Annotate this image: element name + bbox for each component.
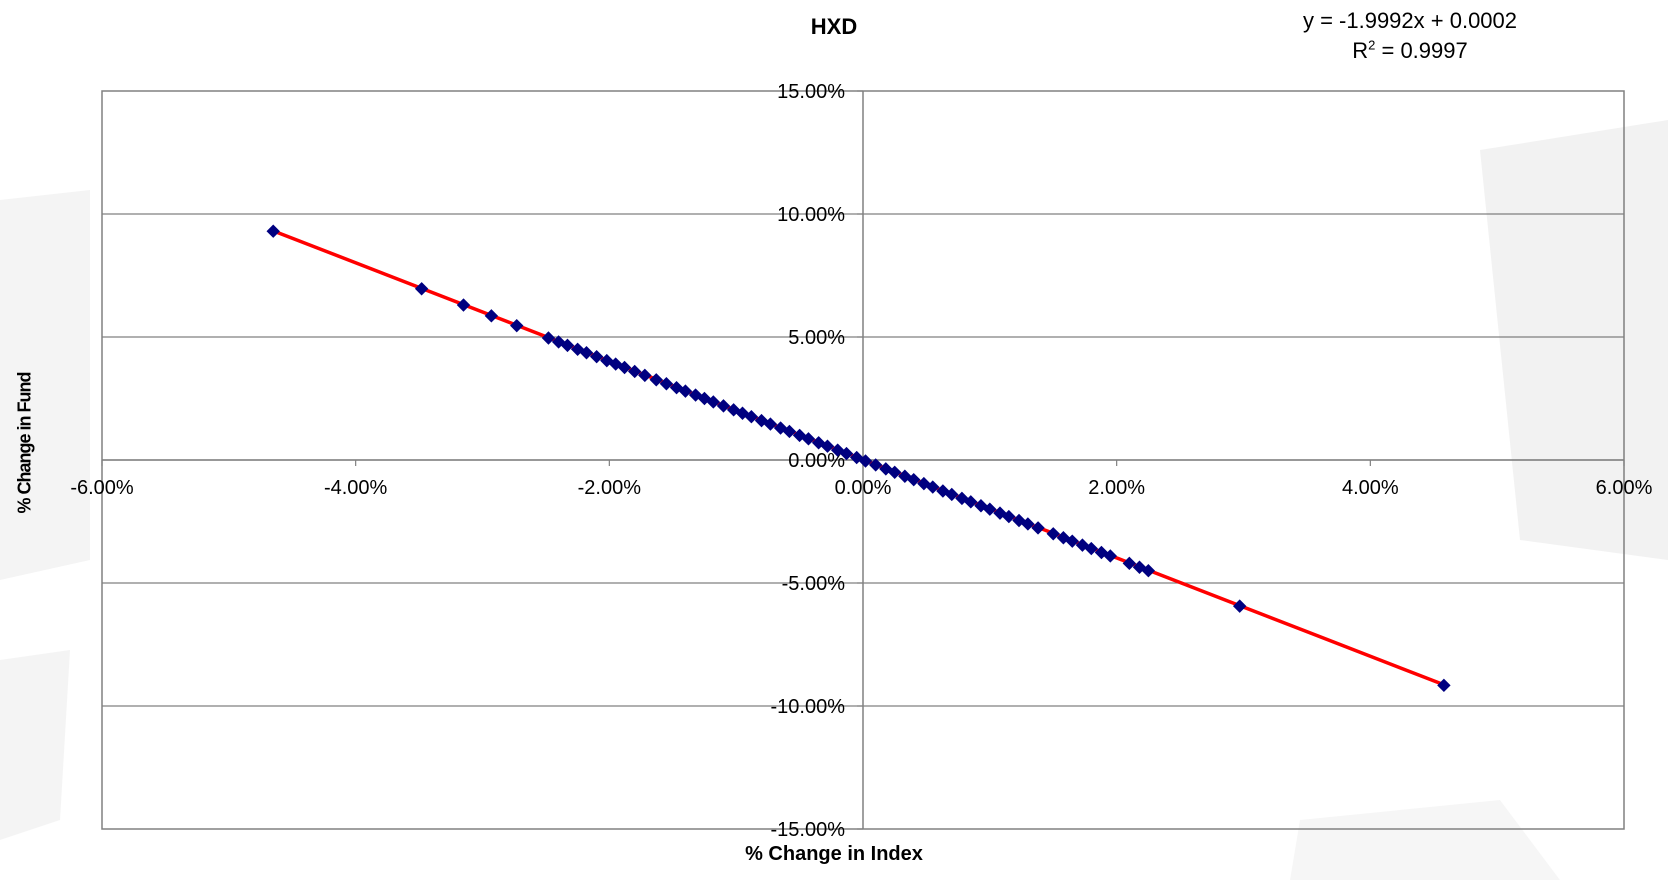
- trendline-equation: y = -1.9992x + 0.0002 R2 = 0.9997: [1260, 6, 1560, 66]
- data-point: [638, 368, 652, 383]
- data-point: [907, 472, 921, 487]
- data-point: [589, 349, 604, 364]
- data-point: [484, 309, 499, 323]
- data-point: [744, 409, 759, 424]
- trendline-r-squared: R2 = 0.9997: [1260, 36, 1560, 66]
- y-tick-label: 5.00%: [788, 327, 845, 349]
- data-point: [820, 439, 835, 453]
- data-point: [983, 502, 997, 516]
- data-point: [1031, 521, 1045, 535]
- trendline-formula: y = -1.9992x + 0.0002: [1302, 8, 1518, 33]
- x-tick-label: 0.00%: [835, 477, 892, 499]
- data-point: [868, 458, 883, 472]
- data-point: [926, 480, 940, 494]
- data-point: [1232, 599, 1247, 613]
- data-point: [560, 338, 575, 353]
- x-axis-title: % Change in Index: [745, 843, 923, 865]
- y-tick-label: -15.00%: [771, 819, 846, 841]
- r2-prefix: R: [1352, 38, 1369, 63]
- data-point: [678, 384, 693, 398]
- data-point: [1122, 556, 1137, 571]
- x-tick-label: -6.00%: [70, 477, 134, 499]
- data-point: [888, 465, 902, 480]
- tick-labels: 15.00% 10.00% 5.00% 0.00% -5.00% -10.00% -15.0…: [70, 81, 1652, 841]
- y-tick-label: 15.00%: [777, 81, 845, 103]
- y-axis-title: % Change in Fund: [14, 372, 35, 514]
- data-point: [964, 495, 978, 509]
- r2-value: = 0.9997: [1375, 38, 1468, 63]
- data-point: [1437, 678, 1451, 693]
- data-point: [782, 424, 797, 439]
- y-tick-label: -10.00%: [771, 696, 846, 718]
- data-point: [579, 346, 594, 360]
- data-point: [801, 432, 816, 446]
- x-tick-label: -4.00%: [324, 477, 388, 499]
- x-tick-label: -2.00%: [578, 477, 642, 499]
- data-point: [1046, 527, 1060, 541]
- data-point: [945, 487, 959, 502]
- data-point: [414, 282, 429, 296]
- r2-exponent: 2: [1368, 37, 1376, 53]
- data-point: [627, 364, 642, 379]
- data-point: [1021, 517, 1035, 531]
- data-point: [1002, 509, 1016, 524]
- data-point: [456, 298, 471, 312]
- data-point: [1103, 549, 1118, 563]
- data-point: [716, 399, 731, 413]
- y-tick-label: -5.00%: [782, 573, 846, 595]
- data-point: [659, 377, 674, 391]
- data-point: [1065, 534, 1079, 548]
- data-point: [1141, 563, 1156, 578]
- data-point: [541, 331, 556, 345]
- data-point: [763, 417, 778, 431]
- x-tick-label: 2.00%: [1088, 477, 1145, 499]
- chart-title: HXD: [810, 14, 858, 39]
- data-point: [617, 360, 632, 375]
- data-point: [858, 454, 873, 468]
- y-tick-label: 10.00%: [777, 204, 845, 226]
- data-point: [649, 373, 663, 387]
- data-point: [1084, 541, 1099, 556]
- data-point: [839, 446, 854, 461]
- y-tick-label: 0.00%: [788, 450, 845, 472]
- x-tick-label: 4.00%: [1342, 477, 1399, 499]
- data-points: [266, 224, 1451, 693]
- data-point: [510, 318, 524, 333]
- x-tick-label: 6.00%: [1596, 477, 1653, 499]
- data-point: [706, 395, 721, 409]
- data-point: [266, 224, 280, 238]
